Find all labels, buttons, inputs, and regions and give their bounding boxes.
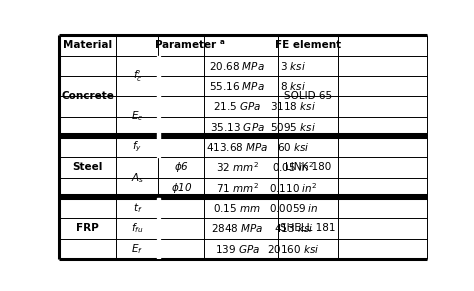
Text: Parameter $^{\mathbf{a}}$: Parameter $^{\mathbf{a}}$ [154, 39, 226, 52]
Text: 5095 $\mathit{ksi}$: 5095 $\mathit{ksi}$ [271, 121, 317, 133]
Text: $f_y$: $f_y$ [132, 140, 142, 154]
Text: LINK 180: LINK 180 [285, 162, 331, 173]
Text: SHELL 181: SHELL 181 [281, 223, 336, 233]
Bar [156, 76, 160, 96]
Bar [156, 239, 160, 259]
Text: 0.110 $\mathit{in}^{2}$: 0.110 $\mathit{in}^{2}$ [269, 181, 318, 195]
Text: $E_f$: $E_f$ [131, 242, 143, 256]
Text: $t_f$: $t_f$ [133, 201, 142, 215]
Text: $f_{fu}$: $f_{fu}$ [131, 221, 144, 235]
Text: 35.13 $\mathit{GPa}$: 35.13 $\mathit{GPa}$ [210, 121, 265, 133]
Text: Steel: Steel [73, 162, 103, 173]
Bar [156, 137, 160, 157]
Text: $\phi$6: $\phi$6 [174, 160, 189, 174]
Text: 20160 $\mathit{ksi}$: 20160 $\mathit{ksi}$ [267, 243, 319, 255]
Text: 3 $\mathit{ksi}$: 3 $\mathit{ksi}$ [280, 60, 307, 72]
Text: $f_c'$: $f_c'$ [133, 68, 142, 84]
Text: $\phi$10: $\phi$10 [171, 181, 192, 195]
Text: FE element: FE element [275, 40, 341, 50]
Text: 3118 $\mathit{ksi}$: 3118 $\mathit{ksi}$ [271, 100, 317, 112]
Text: 2848 $\mathit{MPa}$: 2848 $\mathit{MPa}$ [211, 223, 264, 235]
Text: 32 $\mathit{mm}^{2}$: 32 $\mathit{mm}^{2}$ [216, 161, 259, 174]
Text: Concrete: Concrete [61, 91, 114, 101]
Text: 0.05 $\mathit{in}^{2}$: 0.05 $\mathit{in}^{2}$ [273, 161, 315, 174]
Text: 71 $\mathit{mm}^{2}$: 71 $\mathit{mm}^{2}$ [216, 181, 259, 195]
Text: 413 $\mathit{ksi}$: 413 $\mathit{ksi}$ [274, 223, 313, 235]
Text: 8 $\mathit{ksi}$: 8 $\mathit{ksi}$ [280, 80, 307, 92]
Text: $A_s$: $A_s$ [131, 171, 144, 184]
Bar [156, 117, 160, 137]
Text: 20.68 $\mathit{MPa}$: 20.68 $\mathit{MPa}$ [210, 60, 265, 72]
Text: 413.68 $\mathit{MPa}$: 413.68 $\mathit{MPa}$ [206, 141, 269, 153]
Text: 60 $\mathit{ksi}$: 60 $\mathit{ksi}$ [277, 141, 310, 153]
Text: 0.0059 $\mathit{in}$: 0.0059 $\mathit{in}$ [269, 202, 319, 214]
Bar [156, 219, 160, 238]
Text: 0.15 $\mathit{mm}$: 0.15 $\mathit{mm}$ [213, 202, 261, 214]
Bar [156, 56, 160, 76]
Text: $E_c$: $E_c$ [131, 110, 144, 123]
Text: FRP: FRP [76, 223, 99, 233]
Text: 139 $\mathit{GPa}$: 139 $\mathit{GPa}$ [215, 243, 260, 255]
Text: Material: Material [63, 40, 112, 50]
Text: SOLID 65: SOLID 65 [284, 91, 332, 101]
Bar [156, 96, 160, 116]
Bar [156, 198, 160, 218]
Text: 21.5 $\mathit{GPa}$: 21.5 $\mathit{GPa}$ [213, 100, 262, 112]
Text: 55.16 $\mathit{MPa}$: 55.16 $\mathit{MPa}$ [210, 80, 265, 92]
